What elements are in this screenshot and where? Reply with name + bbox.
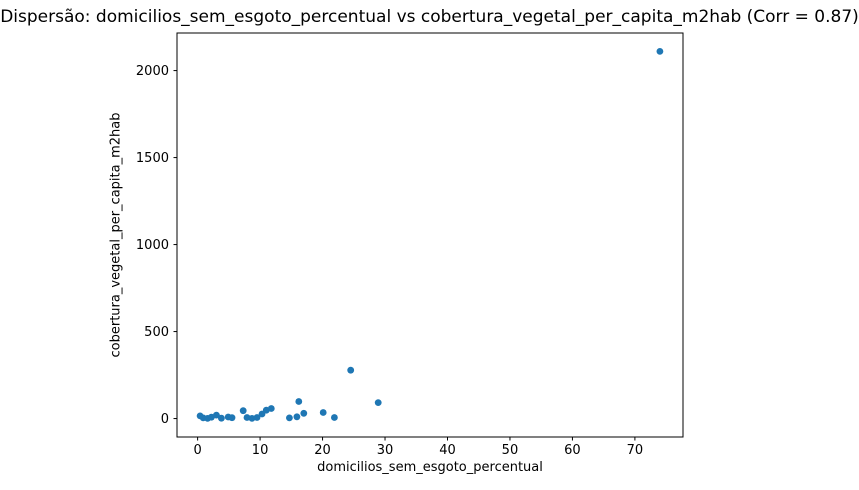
y-tick-label: 2000 [136, 64, 169, 79]
y-tick-label: 0 [161, 412, 169, 427]
data-point [331, 414, 338, 421]
x-tick-label: 70 [627, 443, 644, 458]
x-tick-label: 40 [439, 443, 456, 458]
x-tick-label: 50 [502, 443, 519, 458]
data-point [253, 414, 261, 421]
data-point [347, 366, 355, 374]
x-tick-label: 60 [564, 443, 581, 458]
data-point [267, 405, 275, 412]
data-point [319, 409, 327, 416]
data-point [300, 409, 308, 417]
data-point [656, 48, 664, 55]
axes-border [176, 32, 684, 438]
data-point [228, 414, 236, 422]
data-point [213, 411, 220, 419]
y-tick-label: 500 [144, 325, 169, 340]
x-tick-label: 10 [252, 443, 269, 458]
data-point [295, 398, 303, 405]
y-tick-label: 1500 [136, 151, 169, 166]
data-point [239, 407, 247, 415]
data-point [218, 414, 225, 422]
x-tick-label: 0 [193, 443, 201, 458]
data-point [286, 414, 293, 422]
x-tick-label: 30 [377, 443, 394, 458]
y-tick-label: 1000 [136, 238, 169, 253]
data-point [293, 413, 301, 421]
x-tick-label: 20 [314, 443, 331, 458]
x-axis-label: domicilios_sem_esgoto_percentual [317, 460, 543, 475]
data-point [374, 399, 382, 406]
chart-title: Dispersão: domicilios_sem_esgoto_percent… [0, 7, 859, 27]
